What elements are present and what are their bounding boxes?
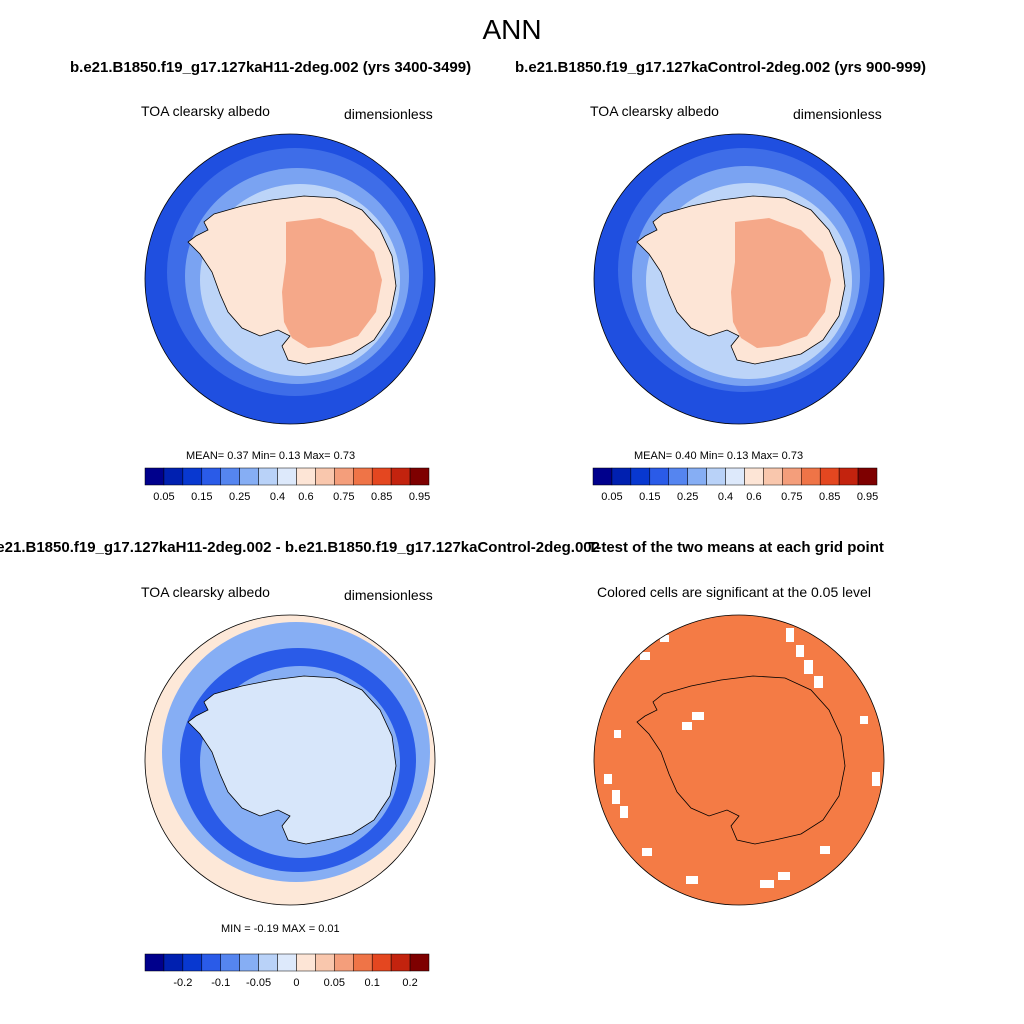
colorbar-swatch (220, 467, 240, 486)
colorbar-swatch (687, 467, 707, 486)
panel4-map (594, 615, 884, 905)
colorbar-swatch (163, 467, 184, 486)
panel3-right-label: dimensionless (344, 587, 433, 603)
colorbar-swatch (315, 467, 335, 486)
colorbar-tick-label: 0.75 (781, 491, 802, 503)
colorbar-swatch (409, 953, 430, 972)
colorbar-tick-label: 0.15 (191, 491, 212, 503)
colorbar-swatch (706, 467, 726, 486)
colorbar-swatch (744, 467, 764, 486)
panel1-stats: MEAN= 0.37 Min= 0.13 Max= 0.73 (186, 450, 356, 462)
colorbar-swatch (782, 467, 802, 486)
colorbar-swatch (801, 467, 821, 486)
colorbar-swatch (220, 953, 240, 972)
colorbar-swatch (353, 467, 373, 486)
map4-border (593, 614, 885, 906)
colorbar-swatch (390, 953, 411, 972)
colorbar-tick-label: 0 (293, 977, 299, 989)
colorbar-swatch (353, 953, 373, 972)
colorbar-swatch (239, 467, 259, 486)
colorbar-swatch (277, 467, 297, 486)
colorbar-swatch (371, 467, 392, 486)
colorbar-tick-label: 0.6 (298, 491, 313, 503)
colorbar-swatch (239, 953, 259, 972)
panel3-case-title: b.e21.B1850.f19_g17.127kaH11-2deg.002 - … (0, 539, 600, 556)
colorbar-tick-label: 0.4 (270, 491, 285, 503)
panel1-case-title: b.e21.B1850.f19_g17.127kaH11-2deg.002 (y… (70, 59, 472, 76)
map1-border (144, 133, 436, 425)
colorbar-panel1: 0.05 0.15 0.25 0.4 0.6 0.75 0.85 0.95 (144, 467, 430, 503)
colorbar-tick-label: 0.4 (718, 491, 733, 503)
colorbar-swatch (163, 953, 184, 972)
panel4-subtitle: Colored cells are significant at the 0.0… (597, 584, 871, 600)
panel2-case-title: b.e21.B1850.f19_g17.127kaControl-2deg.00… (515, 59, 927, 76)
colorbar-swatch (258, 953, 278, 972)
colorbar-swatch (630, 467, 651, 486)
colorbar-swatch (182, 467, 203, 486)
colorbar-swatch (592, 467, 613, 486)
panel3-left-label: TOA clearsky albedo (141, 584, 270, 600)
colorbar-swatch (182, 953, 203, 972)
colorbar-swatch (371, 953, 392, 972)
panel1-right-label: dimensionless (344, 106, 433, 122)
colorbar-tick-label: 0.85 (371, 491, 392, 503)
colorbar-swatch (819, 467, 840, 486)
colorbar-tick-label: 0.05 (153, 491, 174, 503)
colorbar-tick-label: -0.1 (211, 977, 230, 989)
map4-nonsignificant-cells (604, 628, 880, 888)
colorbar-swatch (201, 467, 221, 486)
map3-border (144, 614, 436, 906)
colorbar-swatch (277, 953, 297, 972)
colorbar-swatch (838, 467, 859, 486)
map4-significance-fill (594, 615, 884, 905)
colorbar-tick-label: -0.05 (246, 977, 271, 989)
colorbar-swatch (334, 467, 354, 486)
colorbar-tick-label: 0.85 (819, 491, 840, 503)
panel2-map (594, 134, 884, 424)
colorbar-swatch (334, 953, 354, 972)
colorbar-tick-label: 0.25 (677, 491, 698, 503)
colorbar-swatch (258, 467, 278, 486)
colorbar-swatch (296, 467, 316, 486)
colorbar-swatch (315, 953, 335, 972)
colorbar-swatch (201, 953, 221, 972)
colorbar-swatch (725, 467, 745, 486)
colorbar-swatch (144, 467, 165, 486)
colorbar-tick-label: 0.25 (229, 491, 250, 503)
panel1-map (145, 134, 435, 424)
colorbar-swatch (409, 467, 430, 486)
colorbar-tick-label: 0.6 (746, 491, 761, 503)
panel2-right-label: dimensionless (793, 106, 882, 122)
colorbar-swatch (857, 467, 878, 486)
colorbar-panel2: 0.05 0.15 0.25 0.4 0.6 0.75 0.85 0.95 (592, 467, 878, 503)
map2-border (593, 133, 885, 425)
colorbar-tick-label: -0.2 (173, 977, 192, 989)
colorbar-tick-label: 0.2 (402, 977, 417, 989)
panel1-left-label: TOA clearsky albedo (141, 103, 270, 119)
colorbar-swatch (611, 467, 632, 486)
colorbar-swatch (390, 467, 411, 486)
colorbar-tick-label: 0.1 (365, 977, 380, 989)
colorbar-tick-label: 0.05 (324, 977, 345, 989)
panel3-map (145, 615, 435, 905)
panel3-stats: MIN = -0.19 MAX = 0.01 (221, 923, 340, 935)
colorbar-swatch (144, 953, 165, 972)
colorbar-tick-label: 0.05 (601, 491, 622, 503)
colorbar-tick-label: 0.95 (857, 491, 878, 503)
panel2-stats: MEAN= 0.40 Min= 0.13 Max= 0.73 (634, 450, 804, 462)
colorbar-tick-label: 0.95 (409, 491, 430, 503)
colorbar-swatch (668, 467, 688, 486)
colorbar-tick-label: 0.15 (639, 491, 660, 503)
colorbar-tick-label: 0.75 (333, 491, 354, 503)
colorbar-swatch (296, 953, 316, 972)
colorbar-panel3: -0.2 -0.1 -0.05 0 0.05 0.1 0.2 (144, 953, 430, 989)
colorbar-swatch (649, 467, 669, 486)
colorbar-swatch (763, 467, 783, 486)
panel4-case-title: T-test of the two means at each grid poi… (588, 539, 884, 556)
panel2-left-label: TOA clearsky albedo (590, 103, 719, 119)
figure-title: ANN (482, 14, 542, 45)
